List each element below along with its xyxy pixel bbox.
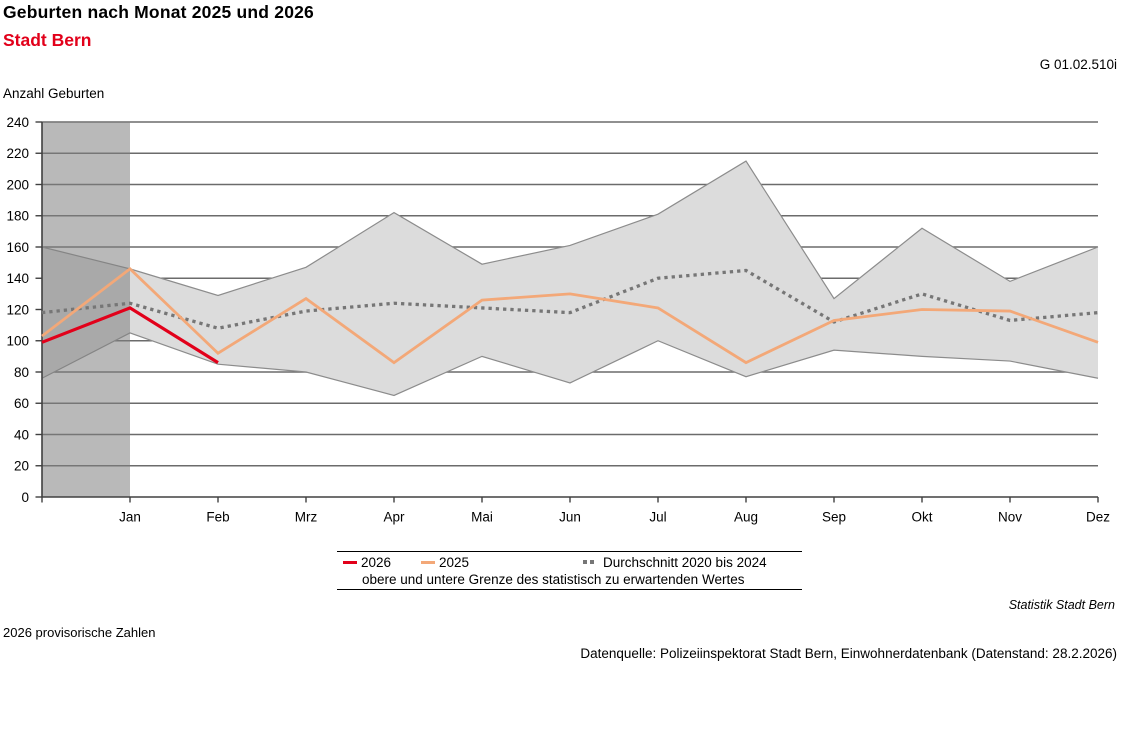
legend-label-band: obere und untere Grenze des statistisch … bbox=[362, 572, 745, 587]
svg-text:Nov: Nov bbox=[998, 510, 1022, 525]
svg-text:Okt: Okt bbox=[911, 510, 932, 525]
svg-text:Dez: Dez bbox=[1086, 510, 1110, 525]
series-2025-line bbox=[41, 267, 1099, 365]
svg-text:Jan: Jan bbox=[119, 510, 141, 525]
svg-text:60: 60 bbox=[14, 396, 29, 411]
svg-text:120: 120 bbox=[6, 302, 29, 317]
legend-label-2025: 2025 bbox=[439, 555, 470, 570]
svg-text:100: 100 bbox=[6, 334, 29, 349]
svg-text:Jun: Jun bbox=[559, 510, 581, 525]
axes bbox=[35, 121, 1099, 503]
svg-text:Apr: Apr bbox=[383, 510, 405, 525]
x-axis-tick-labels: Jan Feb Mrz Apr Mai Jun Jul Aug Sep Okt Nov Dez bbox=[119, 510, 1110, 525]
svg-text:Mai: Mai bbox=[471, 510, 493, 525]
legend-label-average: Durchschnitt 2020 bis 2024 bbox=[603, 555, 767, 570]
svg-text:140: 140 bbox=[6, 271, 29, 286]
svg-text:Sep: Sep bbox=[822, 510, 846, 525]
svg-text:Feb: Feb bbox=[206, 510, 229, 525]
svg-text:20: 20 bbox=[14, 459, 29, 474]
legend-label-2026: 2026 bbox=[361, 555, 392, 570]
y-axis-title: Anzahl Geburten bbox=[3, 86, 105, 101]
svg-text:Aug: Aug bbox=[734, 510, 758, 525]
footer-provisional-note: 2026 provisorische Zahlen bbox=[3, 625, 156, 640]
svg-text:Mrz: Mrz bbox=[295, 510, 318, 525]
chart-legend: 2026 2025 Durchschnitt 2020 bis 2024 obe… bbox=[337, 551, 802, 590]
footer-data-source: Datenquelle: Polizeiinspektorat Stadt Be… bbox=[580, 646, 1117, 661]
svg-text:180: 180 bbox=[6, 209, 29, 224]
footer-attribution: Statistik Stadt Bern bbox=[1008, 598, 1115, 612]
svg-text:240: 240 bbox=[6, 115, 29, 130]
legend-swatch-average-dotted bbox=[583, 560, 597, 575]
y-axis-tick-labels: 0 20 40 60 80 100 120 140 160 180 200 220 240 bbox=[6, 115, 29, 505]
svg-text:220: 220 bbox=[6, 146, 29, 161]
svg-text:200: 200 bbox=[6, 177, 29, 192]
legend-swatch-2025-line bbox=[421, 561, 435, 564]
svg-text:40: 40 bbox=[14, 427, 29, 442]
chart-code: G 01.02.510i bbox=[1039, 57, 1117, 72]
svg-text:0: 0 bbox=[21, 490, 29, 505]
legend-swatch-2026-line bbox=[343, 561, 357, 564]
series-2026-line bbox=[41, 306, 219, 364]
series-average-line bbox=[41, 268, 1099, 330]
page-title: Geburten nach Monat 2025 und 2026 bbox=[3, 2, 314, 22]
svg-text:160: 160 bbox=[6, 240, 29, 255]
svg-text:80: 80 bbox=[14, 365, 29, 380]
confidence-band bbox=[41, 160, 1099, 397]
page-subtitle: Stadt Bern bbox=[3, 30, 92, 50]
svg-text:Jul: Jul bbox=[649, 510, 666, 525]
